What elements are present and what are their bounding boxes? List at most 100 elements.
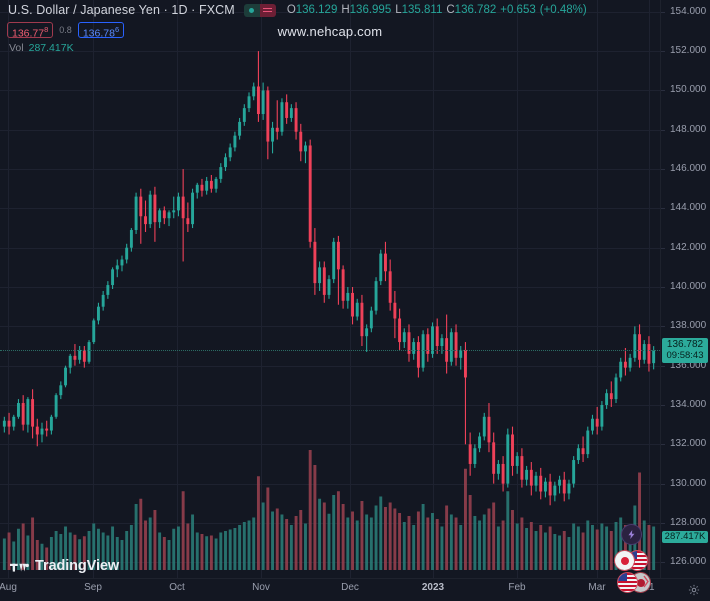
volume-bar xyxy=(351,511,354,570)
grid-line-horizontal xyxy=(0,405,660,406)
candle-body xyxy=(586,430,590,455)
candle-body xyxy=(115,265,119,270)
chart-style-chips[interactable] xyxy=(243,3,276,17)
volume-bar xyxy=(2,538,6,570)
candle-body xyxy=(463,349,467,378)
ohlc-readout: O136.129 H136.995 L135.811 C136.782 +0.653 (+… xyxy=(287,4,587,16)
candle-body xyxy=(214,178,218,189)
volume-bar xyxy=(294,516,298,570)
candle-wick xyxy=(46,420,48,437)
price-axis-tick: 128.000 xyxy=(670,516,707,528)
candle-body xyxy=(379,253,383,282)
price-axis[interactable]: 136.782 09:58:43 287.417K 154.000 152.000… xyxy=(660,0,710,578)
time-axis-tick: Nov xyxy=(252,582,270,593)
volume-bar xyxy=(172,528,176,570)
volume-bar xyxy=(238,525,242,570)
candle-body xyxy=(652,350,656,364)
time-axis[interactable]: AugSepOctNovDec2023FebMar21 xyxy=(0,578,710,600)
lightning-bolt-icon[interactable] xyxy=(621,524,642,545)
volume-bar xyxy=(543,532,547,570)
candle-body xyxy=(567,483,571,494)
bid-price-box[interactable]: 136.778 xyxy=(7,22,54,40)
jpy-usd-flag-pair-icon[interactable] xyxy=(614,550,648,571)
volume-legend[interactable]: Vol 287.417K xyxy=(9,42,74,54)
volume-bar xyxy=(586,520,590,570)
volume-bar xyxy=(167,540,171,570)
volume-bar xyxy=(129,525,133,570)
candle-body xyxy=(515,456,519,466)
tradingview-logo-icon xyxy=(10,559,30,573)
volume-badge[interactable]: 287.417K xyxy=(662,530,708,543)
volume-bar xyxy=(252,517,256,570)
price-axis-tick: 150.000 xyxy=(670,84,707,96)
candle-body xyxy=(332,241,336,280)
candle-body xyxy=(595,418,599,427)
volume-bar xyxy=(82,536,86,570)
grid-line-vertical xyxy=(649,0,650,578)
candle-body xyxy=(271,127,274,142)
price-axis-tickmark xyxy=(660,90,665,91)
time-axis-divider xyxy=(0,578,710,579)
volume-bar xyxy=(242,522,246,570)
candle-wick xyxy=(74,344,76,366)
candle-body xyxy=(511,434,514,466)
volume-bar xyxy=(454,517,458,570)
candle-body xyxy=(144,216,147,225)
volume-bar xyxy=(40,543,44,570)
candle-body xyxy=(501,463,505,484)
candle-body xyxy=(101,294,105,307)
time-axis-tick: 2023 xyxy=(421,582,445,593)
grid-line-vertical xyxy=(93,0,94,578)
volume-bar xyxy=(360,501,364,570)
candle-body xyxy=(289,108,293,118)
volume-bar xyxy=(228,529,232,570)
candle-body xyxy=(605,393,609,405)
candle-body xyxy=(496,463,500,474)
candle-body xyxy=(440,338,444,347)
bearish-lines-icon[interactable] xyxy=(259,3,276,17)
grid-line-horizontal xyxy=(0,444,660,445)
candle-body xyxy=(247,96,251,109)
volume-bar xyxy=(209,535,213,570)
volume-bar xyxy=(478,520,482,570)
price-axis-tickmark xyxy=(660,484,665,485)
candle-body xyxy=(31,399,35,427)
time-axis-tick: Oct xyxy=(169,582,185,593)
candle-wick xyxy=(366,324,368,352)
candle-body xyxy=(426,334,430,354)
symbol-title[interactable]: U.S. Dollar / Japanese Yen · 1D · FXCM xyxy=(8,3,235,17)
candle-body xyxy=(35,426,39,435)
volume-bar xyxy=(652,526,656,570)
volume-bar xyxy=(421,504,425,570)
grid-line-horizontal xyxy=(0,51,660,52)
time-axis-tick: Dec xyxy=(341,582,359,593)
candle-body xyxy=(2,420,6,427)
chart-pane[interactable] xyxy=(0,0,660,578)
volume-bar xyxy=(224,531,227,570)
candle-body xyxy=(186,218,190,225)
candle-body xyxy=(449,332,453,362)
volume-bar xyxy=(558,535,562,570)
gear-icon[interactable] xyxy=(688,583,700,596)
candle-body xyxy=(558,479,562,486)
price-axis-tick: 138.000 xyxy=(670,320,707,332)
tradingview-logo[interactable]: TradingView xyxy=(10,556,119,576)
volume-bar xyxy=(26,535,30,570)
volume-bar xyxy=(398,513,402,570)
volume-bar xyxy=(205,536,209,570)
current-price-badge[interactable]: 136.782 09:58:43 xyxy=(662,338,708,364)
volume-bar xyxy=(440,526,444,570)
volume-bar xyxy=(539,525,543,570)
candle-body xyxy=(435,326,439,347)
candle-body xyxy=(162,210,166,219)
candle-wick xyxy=(337,235,339,305)
candle-body xyxy=(492,442,496,474)
candle-body xyxy=(280,102,284,132)
volume-bar xyxy=(92,523,96,570)
grid-line-vertical xyxy=(8,0,9,578)
bullish-dot-icon[interactable] xyxy=(243,3,260,17)
usd-jpy-flag-pair-icon[interactable] xyxy=(617,572,651,593)
grid-line-horizontal xyxy=(0,326,660,327)
grid-line-horizontal xyxy=(0,12,660,13)
ask-price-box[interactable]: 136.786 xyxy=(77,22,125,40)
